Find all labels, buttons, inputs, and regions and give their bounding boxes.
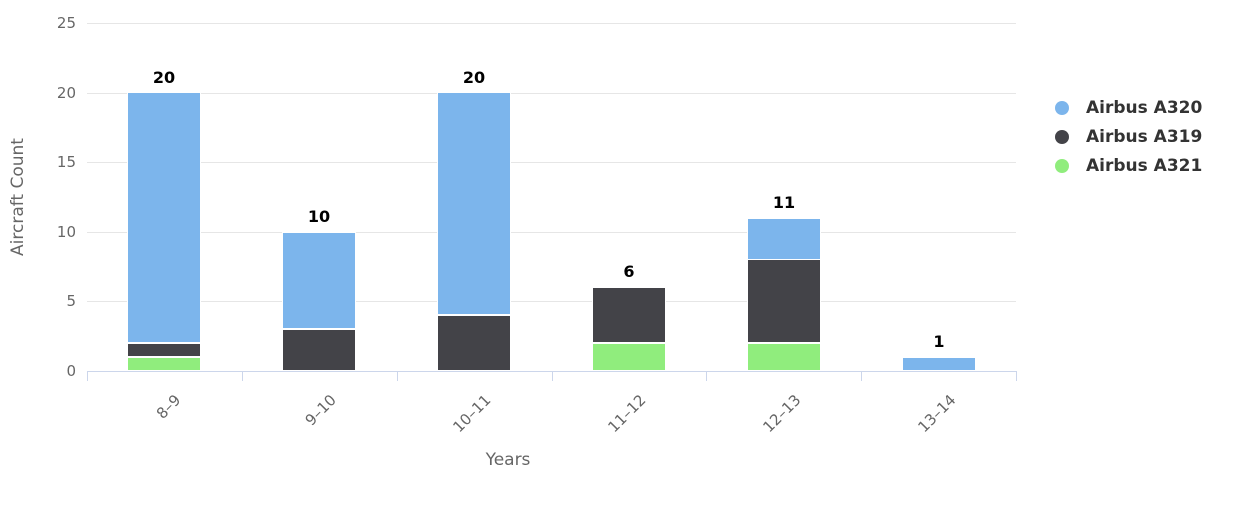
bar-segment-airbus-a320[interactable] <box>902 357 976 371</box>
stack-total-label: 11 <box>772 193 796 212</box>
bar-segment-airbus-a320[interactable] <box>127 92 201 343</box>
stack-total-label: 10 <box>307 207 331 226</box>
legend-item-label: Airbus A321 <box>1086 155 1203 176</box>
series-marker-icon <box>1055 129 1069 144</box>
bar-segment-airbus-a319[interactable] <box>127 343 201 357</box>
bar-segment-airbus-a319[interactable] <box>437 315 511 371</box>
plot-area: 20 10 20 6 11 1 <box>87 23 1017 381</box>
legend: Airbus A320 Airbus A319 Airbus A321 <box>1055 93 1202 180</box>
y-axis-tick-label: 0 <box>66 362 76 380</box>
y-axis-tick-label: 20 <box>56 84 76 102</box>
stack-total-label: 6 <box>623 262 635 281</box>
x-axis-tick-mark <box>1016 371 1017 381</box>
bar-segment-airbus-a319[interactable] <box>747 259 821 343</box>
gridline <box>87 231 1016 233</box>
bar-segment-airbus-a321[interactable] <box>592 343 666 371</box>
bar-segment-airbus-a320[interactable] <box>747 218 821 260</box>
gridline <box>87 301 1016 303</box>
series-marker-icon <box>1055 158 1069 173</box>
y-axis-tick-label: 15 <box>56 153 76 171</box>
gridline <box>87 23 1016 24</box>
gridline <box>87 92 1016 94</box>
y-axis-tick-label: 10 <box>56 223 76 241</box>
x-axis-tick-mark <box>242 371 243 381</box>
y-axis-title: Aircraft Count <box>8 138 28 256</box>
stack-total-label: 20 <box>152 68 176 87</box>
bar-segment-airbus-a320[interactable] <box>437 92 511 315</box>
gridline <box>87 162 1016 164</box>
stack-total-label: 1 <box>933 332 945 351</box>
series-marker-icon <box>1055 100 1069 115</box>
bar-segment-airbus-a320[interactable] <box>282 232 356 329</box>
x-axis-tick-mark <box>397 371 398 381</box>
x-axis-tick-mark <box>87 371 88 381</box>
legend-item-label: Airbus A319 <box>1086 126 1203 147</box>
legend-item-airbus-a319[interactable]: Airbus A319 <box>1055 122 1202 151</box>
x-axis-tick-mark <box>552 371 553 381</box>
x-axis-tick-label: 13–14 <box>914 391 960 437</box>
bar-segment-airbus-a319[interactable] <box>282 329 356 371</box>
x-axis-tick-mark <box>861 371 862 381</box>
x-axis-title: Years <box>485 450 531 470</box>
bar-segment-airbus-a321[interactable] <box>747 343 821 371</box>
x-axis-tick-mark <box>706 371 707 381</box>
x-axis-tick-label: 12–13 <box>759 391 805 437</box>
y-axis-tick-label: 25 <box>56 14 76 32</box>
y-axis-tick-label: 5 <box>66 292 76 310</box>
x-axis-tick-label: 9–10 <box>301 391 340 430</box>
bar-segment-airbus-a319[interactable] <box>592 287 666 343</box>
x-axis-tick-label: 10–11 <box>449 391 495 437</box>
x-axis-tick-label: 8–9 <box>153 391 185 423</box>
stack-total-label: 20 <box>462 68 486 87</box>
bar-segment-airbus-a321[interactable] <box>127 357 201 371</box>
legend-item-label: Airbus A320 <box>1086 97 1203 118</box>
x-axis-tick-label: 11–12 <box>604 391 650 437</box>
legend-item-airbus-a321[interactable]: Airbus A321 <box>1055 151 1202 180</box>
x-axis-line <box>87 371 1016 372</box>
legend-item-airbus-a320[interactable]: Airbus A320 <box>1055 93 1202 122</box>
